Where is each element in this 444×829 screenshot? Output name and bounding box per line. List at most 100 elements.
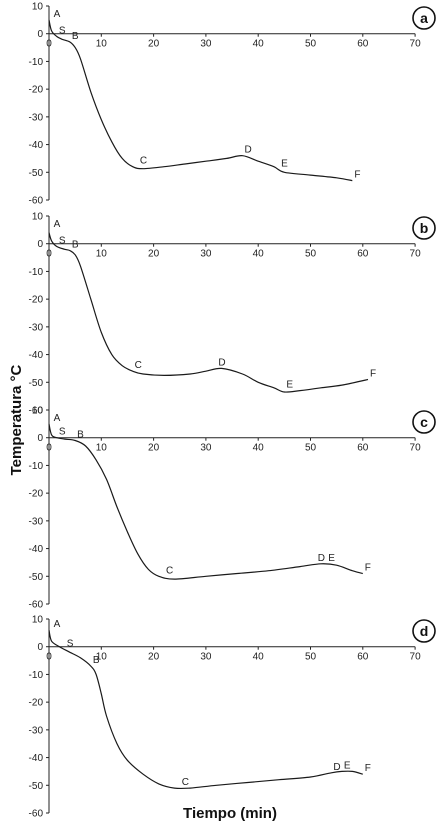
point-label-E: E bbox=[281, 159, 288, 170]
x-tick-label: 10 bbox=[96, 652, 108, 663]
y-tick-label: 0 bbox=[37, 239, 43, 250]
point-label-A: A bbox=[54, 9, 61, 20]
point-label-S: S bbox=[59, 427, 66, 438]
x-tick-label: 0 bbox=[46, 39, 52, 50]
y-tick-label: 10 bbox=[32, 615, 44, 626]
panel-badge: b bbox=[412, 216, 436, 240]
point-label-C: C bbox=[140, 156, 147, 167]
point-label-D: D bbox=[245, 145, 252, 156]
x-tick-label: 30 bbox=[200, 652, 212, 663]
chart-panel-a: 100-10-20-30-40-50-600 10 20 30 40 50 60 70ASBC… bbox=[29, 2, 436, 207]
point-label-C: C bbox=[135, 360, 142, 371]
x-tick-label: 70 bbox=[410, 652, 422, 663]
temperature-series-line bbox=[48, 423, 363, 580]
y-tick-label: 0 bbox=[37, 642, 43, 653]
x-tick-label: 60 bbox=[357, 39, 369, 50]
panel-badge-label: b bbox=[420, 220, 429, 236]
y-tick-label: 0 bbox=[37, 433, 43, 444]
y-tick-label: -30 bbox=[29, 725, 44, 736]
y-tick-label: -60 bbox=[29, 600, 44, 611]
x-tick-label: 20 bbox=[148, 443, 160, 454]
x-tick-label: 70 bbox=[410, 443, 422, 454]
y-tick-label: 10 bbox=[32, 406, 44, 417]
x-tick-label: 0 bbox=[46, 443, 52, 454]
point-label-A: A bbox=[54, 413, 61, 424]
y-tick-label: -20 bbox=[29, 698, 44, 709]
panel-badge-circle bbox=[412, 216, 436, 240]
panel-badge-label: c bbox=[420, 414, 428, 430]
point-label-S: S bbox=[59, 25, 66, 36]
y-tick-label: -20 bbox=[29, 489, 44, 500]
y-tick-label: -50 bbox=[29, 572, 44, 583]
point-label-B: B bbox=[72, 240, 79, 251]
x-tick-label: 70 bbox=[410, 249, 422, 260]
y-tick-label: -60 bbox=[29, 809, 44, 820]
point-label-E: E bbox=[328, 553, 335, 564]
point-label-D: D bbox=[218, 357, 225, 368]
y-tick-label: -40 bbox=[29, 140, 44, 151]
point-label-E: E bbox=[286, 380, 293, 391]
panel-badge: a bbox=[412, 6, 436, 30]
point-label-B: B bbox=[77, 429, 84, 440]
y-tick-label: -10 bbox=[29, 461, 44, 472]
y-tick-label: -60 bbox=[29, 406, 44, 417]
y-tick-label: -40 bbox=[29, 544, 44, 555]
x-tick-label: 50 bbox=[305, 443, 317, 454]
panel-badge-circle bbox=[412, 410, 436, 434]
y-tick-label: -50 bbox=[29, 781, 44, 792]
x-tick-label: 60 bbox=[357, 443, 369, 454]
x-tick-label: 30 bbox=[200, 443, 212, 454]
x-tick-label: 60 bbox=[357, 249, 369, 260]
y-tick-label: -20 bbox=[29, 85, 44, 96]
x-tick-label: 30 bbox=[200, 249, 212, 260]
y-tick-label: 0 bbox=[37, 29, 43, 40]
x-tick-label: 50 bbox=[305, 39, 317, 50]
point-label-C: C bbox=[182, 777, 189, 788]
y-tick-label: -30 bbox=[29, 112, 44, 123]
point-label-D: D bbox=[333, 762, 340, 773]
panels: 100-10-20-30-40-50-600 10 20 30 40 50 60 70ASBC… bbox=[29, 2, 436, 820]
point-label-B: B bbox=[93, 655, 100, 666]
point-label-D: D bbox=[318, 553, 325, 564]
x-tick-label: 10 bbox=[96, 443, 108, 454]
x-tick-label: 0 bbox=[46, 652, 52, 663]
point-label-B: B bbox=[72, 31, 79, 42]
x-tick-label: 40 bbox=[253, 652, 265, 663]
panel-badge-label: d bbox=[420, 623, 429, 639]
panel-badge: c bbox=[412, 410, 436, 434]
temperature-series-line bbox=[48, 232, 369, 393]
x-tick-label: 40 bbox=[253, 443, 265, 454]
panel-badge-label: a bbox=[420, 10, 428, 26]
temperature-series-line bbox=[48, 629, 363, 790]
x-tick-label: 50 bbox=[305, 652, 317, 663]
x-tick-label: 60 bbox=[357, 652, 369, 663]
y-axis-label: Temperatura °C bbox=[8, 364, 25, 475]
panel-badge-circle bbox=[412, 6, 436, 30]
x-tick-label: 20 bbox=[148, 249, 160, 260]
chart-panel-d: 100-10-20-30-40-50-600 10 20 30 40 50 60 70ASBC… bbox=[29, 615, 436, 820]
y-tick-label: 10 bbox=[32, 2, 44, 13]
x-tick-label: 20 bbox=[148, 652, 160, 663]
y-tick-label: -30 bbox=[29, 322, 44, 333]
y-tick-label: -40 bbox=[29, 350, 44, 361]
y-tick-label: -50 bbox=[29, 378, 44, 389]
y-tick-label: -10 bbox=[29, 267, 44, 278]
point-label-F: F bbox=[354, 170, 360, 181]
point-label-F: F bbox=[365, 763, 371, 774]
point-label-F: F bbox=[370, 369, 376, 380]
point-label-A: A bbox=[54, 619, 61, 630]
x-tick-label: 10 bbox=[96, 249, 108, 260]
point-label-A: A bbox=[54, 219, 61, 230]
x-tick-label: 0 bbox=[46, 249, 52, 260]
panel-badge-circle bbox=[412, 619, 436, 643]
y-tick-label: -50 bbox=[29, 168, 44, 179]
point-label-C: C bbox=[166, 565, 173, 576]
x-tick-label: 30 bbox=[200, 39, 212, 50]
x-tick-label: 40 bbox=[253, 249, 265, 260]
point-label-S: S bbox=[67, 638, 74, 649]
x-tick-label: 20 bbox=[148, 39, 160, 50]
y-tick-label: -30 bbox=[29, 516, 44, 527]
